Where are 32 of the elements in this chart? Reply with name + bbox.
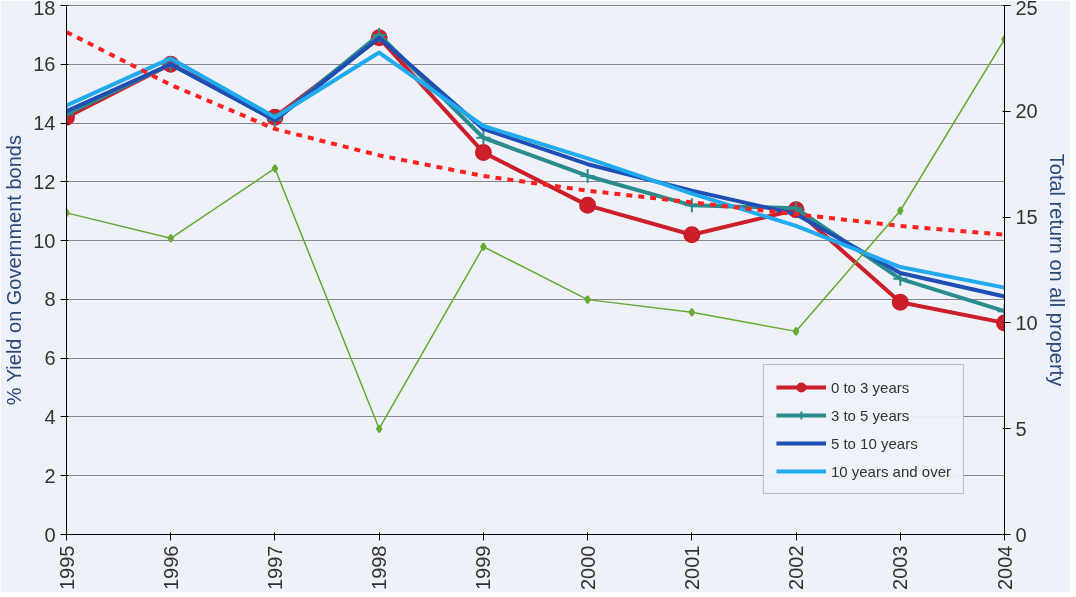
y-tick-label: 12 [33, 170, 56, 193]
y-tick-label: 8 [44, 288, 56, 311]
x-tick-label: 2004 [993, 545, 1016, 590]
y-tick-label: 2 [44, 464, 56, 487]
y2-tick-label: 20 [1015, 100, 1038, 123]
legend-label: 5 to 10 years [830, 434, 918, 452]
x-tick-label: 1999 [472, 545, 495, 590]
y2-axis-title: Total return on all property [1045, 153, 1068, 387]
x-tick-label: 1995 [55, 545, 78, 590]
x-tick-label: 2001 [680, 545, 703, 590]
y2-tick-label: 15 [1015, 206, 1038, 229]
x-tick-label: 2000 [576, 545, 599, 590]
x-tick-label: 2003 [889, 545, 912, 590]
y-axis-title: % Yield on Government bonds [3, 135, 26, 406]
y2-tick-label: 0 [1015, 523, 1027, 546]
x-tick-label: 1998 [368, 545, 391, 590]
y-tick-label: 14 [33, 112, 56, 135]
y-tick-label: 18 [33, 0, 56, 19]
x-tick-label: 1997 [263, 545, 286, 590]
y2-tick-label: 5 [1015, 417, 1027, 440]
x-tick-label: 2002 [785, 545, 808, 590]
legend-label: 10 years and over [830, 462, 951, 480]
y2-tick-label: 25 [1015, 0, 1038, 19]
x-tick-label: 1996 [159, 545, 182, 590]
y-tick-label: 16 [33, 53, 56, 76]
y-tick-label: 4 [44, 405, 56, 428]
legend-label: 0 to 3 years [830, 378, 910, 396]
y-tick-label: 0 [44, 523, 56, 546]
y2-tick-label: 10 [1015, 311, 1038, 334]
legend-label: 3 to 5 years [830, 406, 910, 424]
y-tick-label: 6 [44, 347, 56, 370]
y-tick-label: 10 [33, 229, 56, 252]
